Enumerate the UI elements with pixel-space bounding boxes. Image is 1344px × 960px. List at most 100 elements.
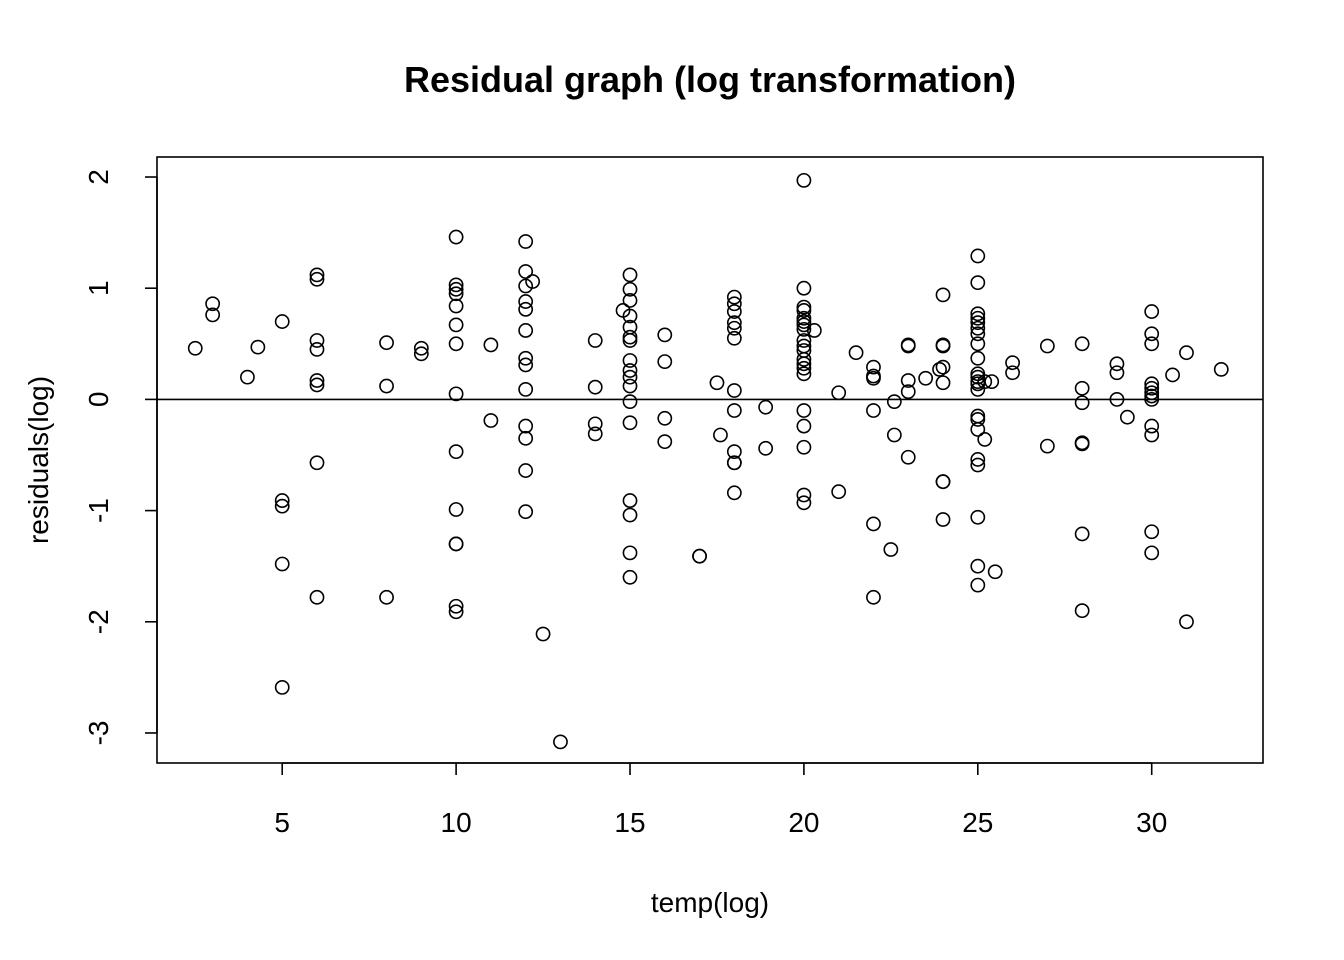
data-point bbox=[622, 353, 638, 368]
data-point bbox=[657, 434, 673, 450]
data-point bbox=[448, 536, 464, 552]
data-point bbox=[970, 336, 986, 352]
data-point bbox=[518, 234, 534, 249]
x-tick-label: 10 bbox=[441, 807, 472, 838]
data-point bbox=[726, 485, 742, 501]
data-point bbox=[448, 386, 464, 402]
data-point bbox=[886, 427, 902, 443]
data-point bbox=[448, 604, 464, 620]
y-tick-label: -1 bbox=[83, 498, 114, 523]
data-point bbox=[622, 281, 638, 297]
data-point bbox=[1074, 395, 1090, 411]
data-point bbox=[483, 413, 499, 428]
data-point bbox=[622, 329, 638, 345]
data-point bbox=[970, 558, 986, 574]
data-point bbox=[309, 271, 325, 287]
data-point bbox=[970, 310, 986, 326]
y-axis-label: residuals(log) bbox=[23, 376, 54, 544]
data-point bbox=[970, 577, 986, 593]
data-point bbox=[309, 455, 325, 471]
data-point bbox=[657, 354, 673, 369]
y-tick-label: 1 bbox=[83, 280, 114, 296]
data-point bbox=[726, 455, 742, 471]
data-point bbox=[205, 296, 221, 312]
data-point bbox=[1144, 391, 1160, 407]
data-point bbox=[970, 422, 986, 437]
data-point bbox=[900, 373, 916, 388]
data-point bbox=[935, 287, 951, 303]
data-point bbox=[970, 408, 986, 424]
data-point bbox=[448, 298, 464, 314]
data-point bbox=[1074, 436, 1090, 452]
data-point bbox=[205, 307, 221, 323]
data-point bbox=[726, 320, 742, 336]
data-point bbox=[309, 333, 325, 348]
data-point bbox=[1074, 336, 1090, 352]
data-point bbox=[622, 293, 638, 308]
data-point bbox=[518, 301, 534, 317]
data-point bbox=[900, 384, 916, 400]
data-point bbox=[900, 338, 916, 354]
data-point bbox=[518, 381, 534, 397]
data-point bbox=[309, 373, 325, 388]
data-point bbox=[1074, 603, 1090, 619]
data-point bbox=[518, 294, 534, 309]
data-point bbox=[831, 484, 847, 500]
data-point bbox=[622, 369, 638, 385]
data-point bbox=[886, 394, 902, 410]
data-point bbox=[726, 383, 742, 398]
data-point bbox=[758, 440, 774, 456]
data-point bbox=[1144, 380, 1160, 396]
data-point bbox=[1144, 376, 1160, 392]
data-point bbox=[309, 377, 325, 393]
data-point bbox=[518, 357, 534, 373]
data-point bbox=[796, 487, 812, 503]
data-point bbox=[274, 556, 290, 572]
y-tick-label: -2 bbox=[83, 609, 114, 634]
data-point bbox=[518, 323, 534, 338]
data-point bbox=[448, 277, 464, 293]
data-point bbox=[413, 346, 429, 362]
data-point bbox=[622, 308, 638, 324]
data-point bbox=[935, 359, 951, 375]
data-point bbox=[587, 379, 603, 395]
data-point bbox=[622, 569, 638, 585]
data-point bbox=[1144, 427, 1160, 443]
x-tick-label: 25 bbox=[962, 807, 993, 838]
data-point bbox=[1109, 356, 1125, 372]
data-point bbox=[309, 267, 325, 283]
data-point bbox=[1039, 338, 1055, 354]
data-point bbox=[866, 370, 881, 386]
y-axis: -3 -2 -1 0 1 2 bbox=[83, 169, 158, 745]
data-point bbox=[657, 410, 673, 426]
data-point bbox=[657, 327, 673, 343]
data-point bbox=[518, 504, 534, 520]
data-point bbox=[274, 493, 290, 508]
data-point bbox=[935, 474, 951, 490]
data-point bbox=[1165, 367, 1180, 383]
data-point bbox=[240, 369, 255, 385]
data-point bbox=[1179, 345, 1194, 361]
data-point bbox=[1005, 365, 1020, 381]
data-point bbox=[977, 432, 993, 447]
data-point bbox=[935, 512, 951, 527]
data-point bbox=[1109, 365, 1125, 381]
data-point bbox=[970, 452, 986, 467]
data-point bbox=[970, 320, 986, 336]
data-point bbox=[1144, 304, 1160, 319]
data-point bbox=[379, 335, 394, 351]
y-tick-label: 2 bbox=[83, 169, 114, 185]
data-points bbox=[187, 172, 1229, 750]
data-point bbox=[726, 304, 742, 319]
data-point bbox=[622, 363, 638, 378]
data-point bbox=[709, 375, 725, 391]
data-point bbox=[970, 306, 986, 322]
data-point bbox=[274, 498, 290, 514]
data-point bbox=[831, 385, 847, 401]
data-point bbox=[796, 366, 812, 382]
data-point bbox=[1213, 361, 1229, 377]
data-point bbox=[622, 545, 638, 561]
data-point bbox=[935, 375, 951, 391]
data-point bbox=[970, 457, 986, 473]
